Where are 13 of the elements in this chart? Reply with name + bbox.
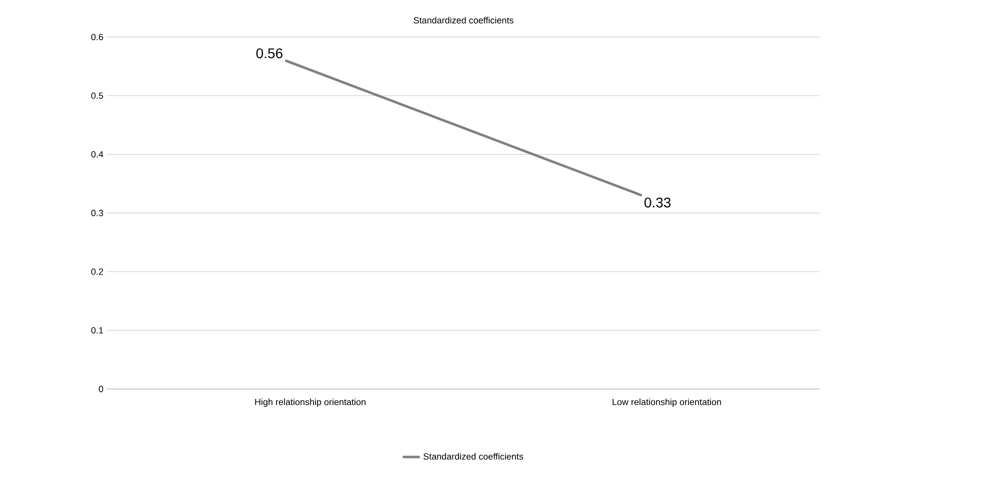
legend-label: Standardized coefficients — [424, 453, 524, 460]
x-tick-label: High relationship orientation — [255, 398, 366, 407]
y-tick-label: 0.4 — [91, 151, 104, 158]
y-tick-label: 0.5 — [91, 92, 104, 99]
data-label: 0.33 — [644, 198, 671, 208]
chart-title: Standardized coefficients — [414, 16, 514, 24]
data-label: 0.56 — [256, 48, 282, 58]
y-tick-label: 0 — [98, 386, 104, 392]
x-tick-label: Low relationship orientation — [612, 398, 721, 407]
y-tick-label: 0.6 — [91, 34, 104, 40]
y-tick-label: 0.3 — [91, 210, 104, 216]
y-tick-label: 0.2 — [91, 268, 104, 275]
y-tick-label: 0.1 — [91, 327, 104, 334]
